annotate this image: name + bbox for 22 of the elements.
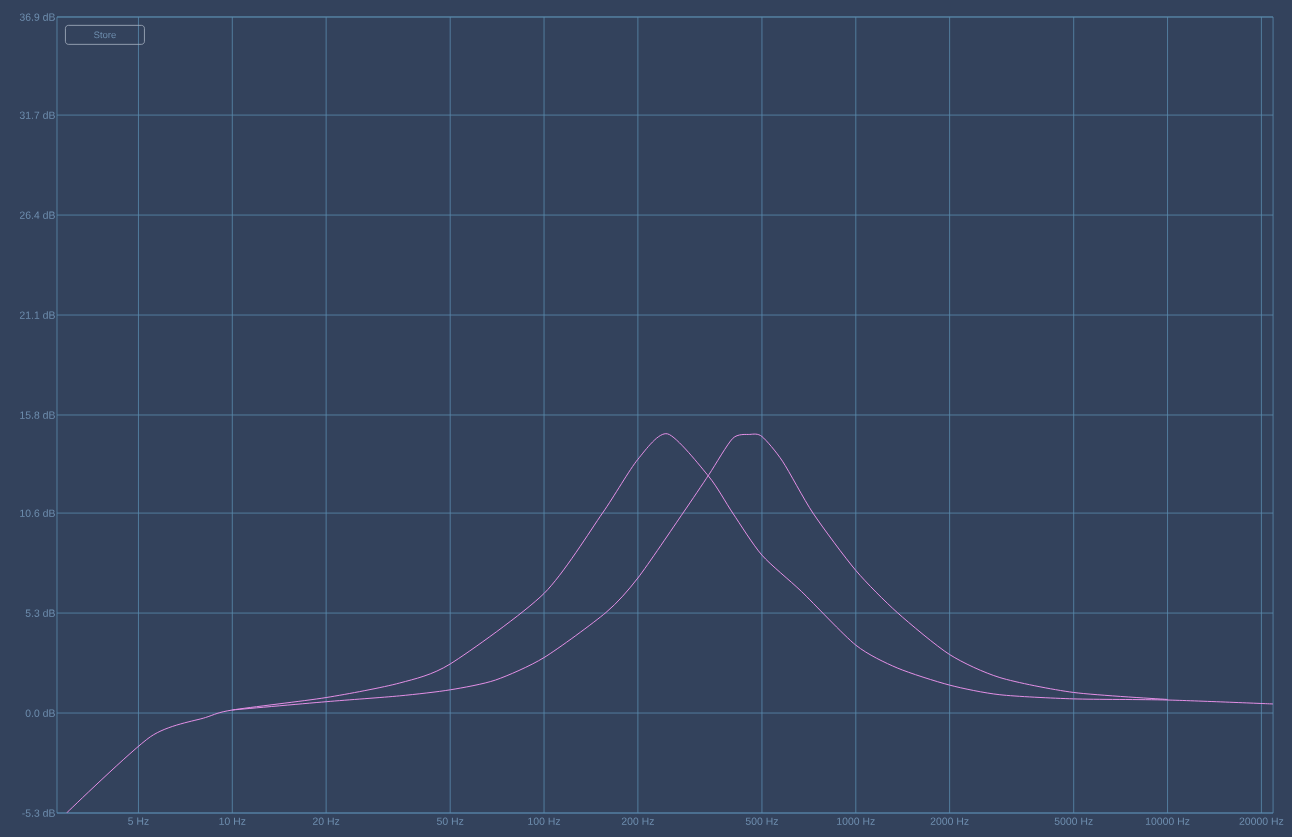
y-tick-label: 26.4 dB <box>19 211 55 219</box>
y-tick-label: 0.0 dB <box>25 709 55 717</box>
x-tick-label: 50 Hz <box>436 817 464 825</box>
y-tick-label: 15.8 dB <box>20 411 55 419</box>
y-tick-label: -5.3 dB <box>22 809 55 817</box>
annotation: Store <box>94 31 116 39</box>
x-tick-label: 20 Hz <box>312 817 340 825</box>
x-tick-label: 10 Hz <box>219 817 246 825</box>
x-tick-label: 5000 Hz <box>1054 817 1093 825</box>
y-tick-label: 10.6 dB <box>20 509 55 517</box>
x-tick-label: 20000 Hz <box>1239 817 1284 825</box>
y-tick-label: 31.7 dB <box>19 111 55 119</box>
x-tick-label: 10000 Hz <box>1145 817 1190 825</box>
y-tick-label: 36.9 dB <box>19 13 55 21</box>
y-tick-label: 5.3 dB <box>25 609 55 617</box>
x-tick-label: 2000 Hz <box>930 817 969 825</box>
x-tick-label: 200 Hz <box>621 817 654 825</box>
x-tick-label: 1000 Hz <box>837 817 875 825</box>
x-tick-label: 100 Hz <box>528 817 561 825</box>
y-tick-label: 21.1 dB <box>19 311 55 319</box>
x-tick-label: 500 Hz <box>745 817 778 825</box>
x-tick-label: 5 Hz <box>128 817 149 825</box>
